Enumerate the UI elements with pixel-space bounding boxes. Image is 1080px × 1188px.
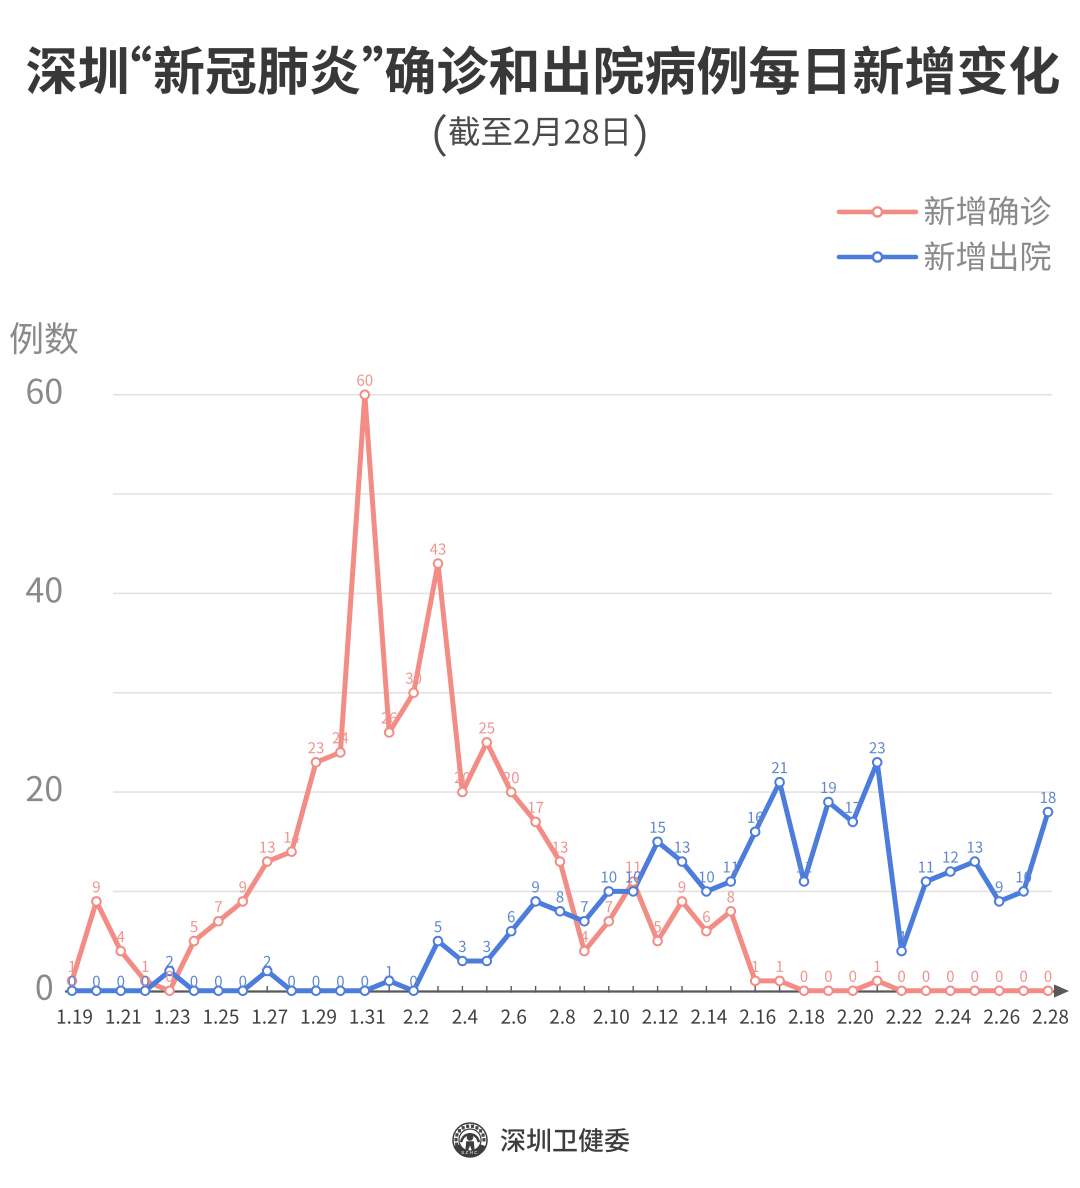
svg-text:SZHC: SZHC bbox=[461, 1150, 479, 1155]
